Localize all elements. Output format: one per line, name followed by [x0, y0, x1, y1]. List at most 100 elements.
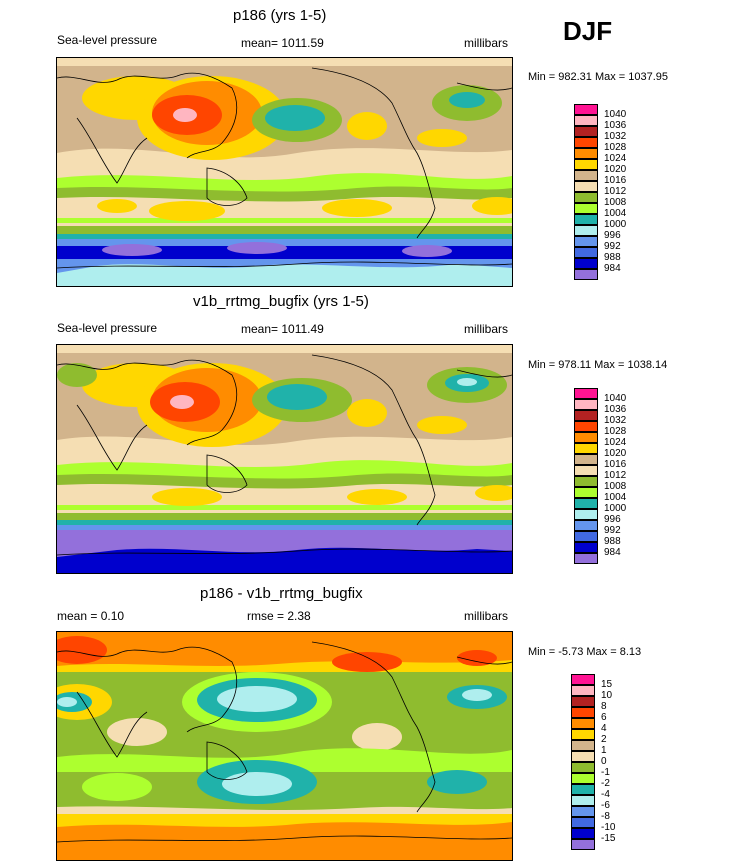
panel2-legend-label: 1020	[604, 448, 627, 459]
panel1-legend-swatch	[574, 214, 598, 225]
panel2-legend-label: 1040	[604, 393, 627, 404]
panel3-legend-swatch	[571, 806, 595, 817]
panel1-legend-label: 1016	[604, 175, 627, 186]
panel2-legend-label: 1036	[604, 404, 627, 415]
panel1-units: millibars	[464, 36, 509, 50]
panel1-legend-swatch	[574, 269, 598, 280]
panel3-legend-label: 1	[601, 745, 607, 756]
panel1-legend-swatch	[574, 115, 598, 126]
panel2-map	[56, 344, 513, 574]
panel3-mean: mean = 0.10	[57, 609, 125, 623]
panel2-legend-swatch	[574, 465, 598, 476]
panel3-legend-swatch	[571, 784, 595, 795]
panel1-legend-label: 996	[604, 230, 621, 241]
panel1-legend-label: 1008	[604, 197, 627, 208]
panel1-minmax: Min = 982.31 Max = 1037.95	[528, 71, 669, 83]
panel2-legend-swatch	[574, 487, 598, 498]
panel1-legend-swatch	[574, 192, 598, 203]
panel3-units: millibars	[464, 609, 509, 623]
panel1-legend-swatch	[574, 137, 598, 148]
panel2-legend-label: 1012	[604, 470, 627, 481]
panel2-legend-swatch	[574, 520, 598, 531]
panel1-mean: mean= 1011.59	[241, 36, 324, 50]
panel3-legend-label: 6	[601, 712, 607, 723]
panel1-title: p186 (yrs 1-5)	[233, 7, 327, 24]
panel2-legend-label: 992	[604, 525, 621, 536]
panel1-legend-swatch	[574, 258, 598, 269]
panel1-legend-swatch	[574, 126, 598, 137]
panel3-contour-field	[57, 632, 512, 860]
panel2-legend-swatch	[574, 388, 598, 399]
panel2-legend-swatch	[574, 553, 598, 564]
panel1-contour-field	[57, 58, 512, 286]
panel3-legend-swatch	[571, 740, 595, 751]
panel2-legend-swatch	[574, 443, 598, 454]
panel1-legend-swatch	[574, 148, 598, 159]
panel3-legend-swatch	[571, 707, 595, 718]
panel2-legend-swatch	[574, 531, 598, 542]
panel1-legend-label: 1036	[604, 120, 627, 131]
panel1-legend-label: 988	[604, 252, 621, 263]
panel3-map	[56, 631, 513, 861]
panel3-legend-label: -2	[601, 778, 610, 789]
panel2-left-label: Sea-level pressure	[57, 321, 158, 335]
panel1-legend-label: 1028	[604, 142, 627, 153]
panel2-legend-label: 1000	[604, 503, 627, 514]
panel2-legend-swatch	[574, 410, 598, 421]
panel3-legend-label: 8	[601, 701, 607, 712]
panel3-legend-label: -8	[601, 811, 610, 822]
panel3-legend-swatch	[571, 817, 595, 828]
panel1-legend-swatch	[574, 203, 598, 214]
panel2-legend-label: 1008	[604, 481, 627, 492]
panel3-legend-swatch	[571, 773, 595, 784]
panel1-legend-label: 1000	[604, 219, 627, 230]
panel1-legend-label: 1032	[604, 131, 627, 142]
panel2-legend-swatch	[574, 476, 598, 487]
panel1-legend-swatch	[574, 236, 598, 247]
panel2-legend-label: 984	[604, 547, 621, 558]
panel1-legend-label: 992	[604, 241, 621, 252]
panel3-legend-swatch	[571, 828, 595, 839]
panel2-legend-label: 1016	[604, 459, 627, 470]
panel2-legend-swatch	[574, 509, 598, 520]
panel2-minmax: Min = 978.11 Max = 1038.14	[528, 359, 668, 371]
panel3-legend-swatch	[571, 685, 595, 696]
panel1-legend-swatch	[574, 225, 598, 236]
panel1-legend-swatch	[574, 104, 598, 115]
panel1-legend-swatch	[574, 181, 598, 192]
panel2-title: v1b_rrtmg_bugfix (yrs 1-5)	[193, 293, 369, 310]
panel3-legend-swatch	[571, 729, 595, 740]
panel3-legend-swatch	[571, 696, 595, 707]
panel2-legend-label: 996	[604, 514, 621, 525]
panel3-legend-label: -1	[601, 767, 610, 778]
panel3-legend-label: -15	[601, 833, 616, 844]
panel3-title: p186 - v1b_rrtmg_bugfix	[200, 585, 363, 602]
panel1-legend-swatch	[574, 159, 598, 170]
panel3-legend: 15 10 8 6 4 2 1 0 -1 -2 -4 -6 -8 -10 -15	[571, 674, 631, 854]
panel3-minmax: Min = -5.73 Max = 8.13	[528, 646, 642, 658]
panel2-legend-swatch	[574, 542, 598, 553]
panel3-legend-label: -10	[601, 822, 616, 833]
panel3-legend-label: -6	[601, 800, 610, 811]
panel1-legend-label: 1040	[604, 109, 627, 120]
panel2-legend-swatch	[574, 498, 598, 509]
panel2-legend-label: 988	[604, 536, 621, 547]
panel3-legend-label: 2	[601, 734, 607, 745]
panel2-legend-label: 1004	[604, 492, 627, 503]
panel3-legend-label: 15	[601, 679, 613, 690]
panel2-legend-swatch	[574, 454, 598, 465]
panel3-legend-swatch	[571, 718, 595, 729]
panel2-legend-label: 1024	[604, 437, 627, 448]
panel2-legend-label: 1028	[604, 426, 627, 437]
panel2-legend-swatch	[574, 432, 598, 443]
panel2-legend-swatch	[574, 399, 598, 410]
panel3-rmse: rmse = 2.38	[247, 609, 311, 623]
panel2-legend-label: 1032	[604, 415, 627, 426]
panel3-legend-label: 10	[601, 690, 613, 701]
panel1-legend: 1040 1036 1032 1028 1024 1020 1016 1012 …	[574, 104, 634, 284]
panel1-map	[56, 57, 513, 287]
panel2-legend-swatch	[574, 421, 598, 432]
panel3-legend-swatch	[571, 751, 595, 762]
panel1-legend-label: 1004	[604, 208, 627, 219]
panel2-mean: mean= 1011.49	[241, 322, 324, 336]
